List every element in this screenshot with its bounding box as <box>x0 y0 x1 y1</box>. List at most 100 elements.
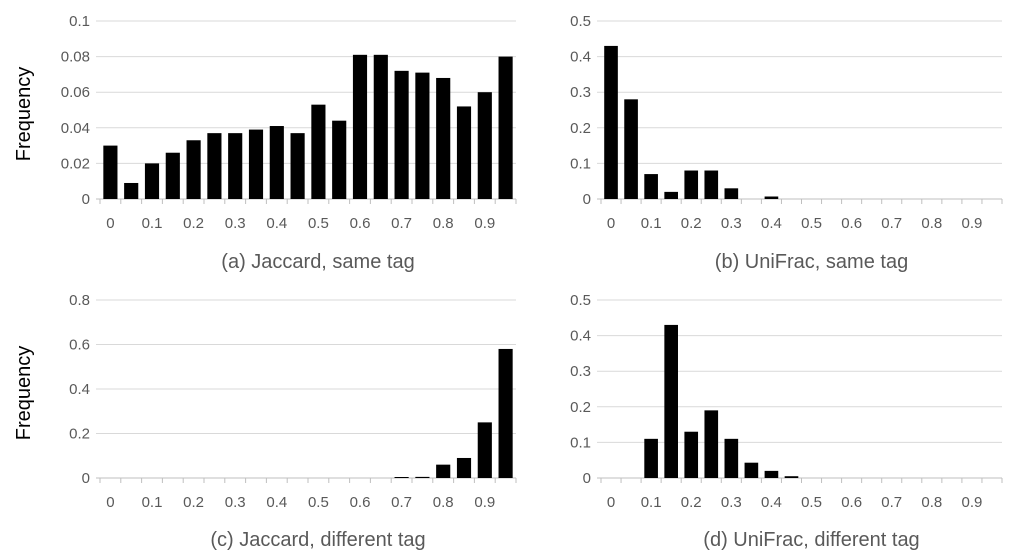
y-tick-label: 0 <box>583 470 591 487</box>
bar-0_2 <box>684 431 699 478</box>
y-axis-label: Frequency <box>13 67 35 162</box>
panel-caption: (c) Jaccard, different tag <box>210 529 425 551</box>
y-tick-label: 0.8 <box>69 292 90 309</box>
bar-0 <box>103 145 118 199</box>
x-tick-label: 0.7 <box>881 494 902 511</box>
bar-0_1 <box>644 438 658 478</box>
x-tick-label: 0.2 <box>681 215 702 232</box>
x-tick-label: 0.2 <box>183 215 204 232</box>
y-axis-label: Frequency <box>13 346 35 441</box>
panel-b-unifrac-same-tag: 0 0.1 0.2 0.3 0.4 0.5 0 0.1 0.2 0.3 0.4 0.5 0.6 0.7 0.… <box>570 13 1003 273</box>
x-tick-label: 0.8 <box>433 215 454 232</box>
x-tick-label: 0.4 <box>266 494 287 511</box>
bar-0_9 <box>477 92 492 199</box>
bar-0_15 <box>165 152 180 199</box>
bar-0_75 <box>415 476 430 478</box>
bar-0_65 <box>373 54 388 199</box>
x-tick-label: 0.6 <box>350 215 371 232</box>
x-tick-label: 0.5 <box>308 494 329 511</box>
x-tick-label: 0.9 <box>961 494 982 511</box>
panel-a-jaccard-same-tag: 0 0.02 0.04 0.06 0.08 0.1 0 0.1 0.2 0.3 0.4 0.5 0.6 0… <box>13 13 517 273</box>
panel-d-unifrac-different-tag: 0 0.1 0.2 0.3 0.4 0.5 0 0.1 0.2 0.3 0.4 0.5 0.6 0.7 0.… <box>570 292 1003 551</box>
x-tick-label: 0.2 <box>681 494 702 511</box>
x-tick-label: 0.4 <box>761 494 782 511</box>
panel-caption: (a) Jaccard, same tag <box>221 251 414 273</box>
y-tick-label: 0.2 <box>69 426 90 443</box>
bar-0_3 <box>724 438 739 478</box>
x-tick-label: 0.5 <box>801 494 822 511</box>
bar-0_25 <box>704 410 719 478</box>
bar-0_45 <box>784 476 799 478</box>
y-tick-label: 0.3 <box>570 84 591 101</box>
x-tick-label: 0.9 <box>961 215 982 232</box>
bar-0_4 <box>764 470 779 478</box>
bar-0_95 <box>498 56 513 199</box>
panel-caption: (b) UniFrac, same tag <box>715 251 908 273</box>
x-tick-label: 0.7 <box>391 215 412 232</box>
x-tick-label: 0.8 <box>921 215 942 232</box>
bar-0_2 <box>186 140 201 199</box>
x-tick-label: 0 <box>607 494 615 511</box>
bar-0_95 <box>498 348 513 478</box>
y-tick-label: 0.04 <box>61 120 90 137</box>
x-tick-label: 0.3 <box>225 494 246 511</box>
x-tick-label: 0.6 <box>350 494 371 511</box>
bar-0_15 <box>664 191 678 199</box>
y-tick-label: 0 <box>82 470 90 487</box>
y-tick-label: 0.2 <box>570 399 591 416</box>
y-tick-label: 0.6 <box>69 337 90 354</box>
x-tick-label: 0.7 <box>881 215 902 232</box>
bar-0_25 <box>704 170 719 199</box>
bar-0_8 <box>436 77 451 199</box>
x-tick-label: 0.8 <box>433 494 454 511</box>
bar-0_5 <box>311 104 326 199</box>
x-tick-label: 0.3 <box>225 215 246 232</box>
bar-0_45 <box>290 133 305 199</box>
x-tick-label: 0.1 <box>641 494 662 511</box>
y-tick-label: 0.3 <box>570 363 591 380</box>
bar-0_3 <box>724 188 739 199</box>
bar-0_9 <box>477 422 492 478</box>
x-tick-label: 0.9 <box>474 494 495 511</box>
panel-c-jaccard-different-tag: 0 0.2 0.4 0.6 0.8 0 0.1 0.2 0.3 0.4 0.5 0.6 0.7 0.8 0.… <box>13 292 517 551</box>
x-tick-label: 0.3 <box>721 215 742 232</box>
y-tick-label: 0.06 <box>61 84 90 101</box>
x-tick-label: 0.1 <box>142 215 163 232</box>
y-tick-label: 0 <box>583 191 591 208</box>
bar-0_25 <box>207 133 222 199</box>
x-tick-label: 0 <box>607 215 615 232</box>
bar-0_35 <box>744 462 759 478</box>
bar-0_4 <box>764 196 779 199</box>
bar-0_75 <box>415 72 430 199</box>
bar-0_05 <box>624 99 638 199</box>
x-tick-label: 0.2 <box>183 494 204 511</box>
bar-0_1 <box>144 163 160 199</box>
x-tick-label: 0.4 <box>266 215 287 232</box>
bar-0_1 <box>644 174 658 199</box>
bar-0 <box>604 45 618 199</box>
x-tick-label: 0.1 <box>641 215 662 232</box>
y-tick-label: 0.5 <box>570 292 591 309</box>
x-tick-label: 0.6 <box>841 215 862 232</box>
bar-0_8 <box>436 464 451 478</box>
bar-0_6 <box>352 54 368 199</box>
y-tick-label: 0.1 <box>69 13 90 30</box>
x-tick-label: 0.1 <box>142 494 163 511</box>
bar-0_85 <box>456 457 472 478</box>
y-tick-label: 0.4 <box>570 49 591 66</box>
y-tick-label: 0.4 <box>570 328 591 345</box>
x-tick-label: 0.8 <box>921 494 942 511</box>
bar-0_05 <box>124 182 139 199</box>
x-tick-label: 0 <box>106 215 114 232</box>
x-tick-label: 0.6 <box>841 494 862 511</box>
y-tick-label: 0.02 <box>61 155 90 172</box>
bar-0_4 <box>269 126 284 199</box>
x-tick-label: 0.5 <box>308 215 329 232</box>
y-tick-label: 0.2 <box>570 120 591 137</box>
bar-0_7 <box>394 70 409 199</box>
bar-0_35 <box>248 129 264 199</box>
x-tick-label: 0.5 <box>801 215 822 232</box>
y-tick-label: 0.1 <box>570 155 591 172</box>
x-tick-label: 0.3 <box>721 494 742 511</box>
